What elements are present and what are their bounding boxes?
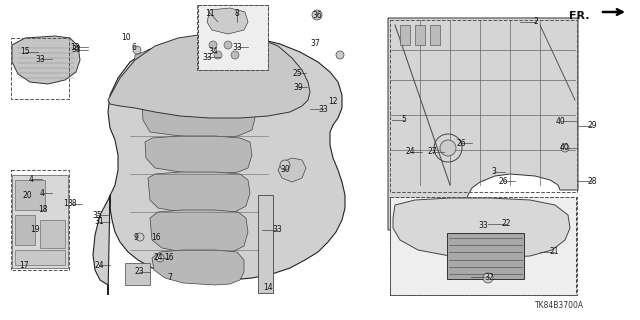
Text: 12: 12 <box>328 98 338 107</box>
Text: 2: 2 <box>534 18 538 27</box>
Polygon shape <box>207 8 248 34</box>
Polygon shape <box>148 172 250 214</box>
Circle shape <box>336 51 344 59</box>
Text: 34: 34 <box>208 47 218 57</box>
Bar <box>400 25 410 45</box>
Bar <box>15 250 65 265</box>
Text: 37: 37 <box>310 39 320 49</box>
Text: 28: 28 <box>588 177 596 186</box>
Polygon shape <box>133 44 262 98</box>
Text: 24: 24 <box>94 260 104 269</box>
Text: 33: 33 <box>35 54 45 63</box>
Text: 9: 9 <box>134 233 138 242</box>
Text: 33: 33 <box>232 43 242 52</box>
Circle shape <box>312 10 322 20</box>
Polygon shape <box>145 136 252 174</box>
Circle shape <box>280 160 290 170</box>
Text: 15: 15 <box>20 47 30 57</box>
Polygon shape <box>12 36 80 84</box>
Text: 29: 29 <box>587 122 597 131</box>
Text: 38: 38 <box>67 199 77 209</box>
Text: TK84B3700A: TK84B3700A <box>536 300 584 309</box>
Circle shape <box>136 233 144 241</box>
Text: 3: 3 <box>492 167 497 177</box>
Text: 27: 27 <box>427 148 437 156</box>
Text: 24: 24 <box>405 148 415 156</box>
Bar <box>258 195 273 293</box>
Text: 17: 17 <box>19 261 29 270</box>
Bar <box>430 25 440 45</box>
Text: 1: 1 <box>63 198 68 207</box>
Text: 14: 14 <box>263 284 273 292</box>
Bar <box>11 38 69 99</box>
Text: 23: 23 <box>134 268 144 276</box>
Text: 31: 31 <box>94 218 104 227</box>
Text: 8: 8 <box>235 9 239 18</box>
Circle shape <box>231 51 239 59</box>
Text: 16: 16 <box>164 253 174 262</box>
Bar <box>197 5 268 70</box>
Polygon shape <box>393 198 570 258</box>
Circle shape <box>156 254 164 262</box>
Polygon shape <box>278 158 306 182</box>
Text: 26: 26 <box>498 177 508 186</box>
Text: 33: 33 <box>71 45 81 54</box>
Bar <box>125 263 150 285</box>
Bar <box>390 20 577 192</box>
Text: 32: 32 <box>484 273 494 282</box>
Text: 20: 20 <box>22 190 32 199</box>
Text: 36: 36 <box>312 11 322 20</box>
Bar <box>198 5 268 70</box>
Bar <box>390 197 576 295</box>
Text: 33: 33 <box>272 226 282 235</box>
Text: 11: 11 <box>205 9 215 18</box>
Text: 26: 26 <box>456 139 466 148</box>
Text: 13: 13 <box>70 43 80 52</box>
Polygon shape <box>142 98 255 138</box>
Polygon shape <box>388 18 578 230</box>
Circle shape <box>214 51 222 59</box>
Text: 33: 33 <box>318 105 328 114</box>
Text: 22: 22 <box>501 220 511 228</box>
Text: 18: 18 <box>38 204 48 213</box>
Circle shape <box>224 41 232 49</box>
Text: 16: 16 <box>151 233 161 242</box>
Text: FR.: FR. <box>570 11 590 21</box>
Bar <box>40 220 65 248</box>
Text: 5: 5 <box>401 116 406 124</box>
Circle shape <box>133 46 141 54</box>
Polygon shape <box>150 210 248 254</box>
Text: 21: 21 <box>549 247 559 257</box>
Polygon shape <box>152 250 244 285</box>
Text: 10: 10 <box>121 34 131 43</box>
Text: 24: 24 <box>153 253 163 262</box>
Circle shape <box>483 273 493 283</box>
Circle shape <box>209 41 217 49</box>
Text: 40: 40 <box>556 116 566 125</box>
Text: 4: 4 <box>29 174 33 183</box>
Polygon shape <box>108 34 310 118</box>
Text: 39: 39 <box>293 83 303 92</box>
Bar <box>447 233 524 279</box>
Text: 25: 25 <box>292 68 302 77</box>
Text: 19: 19 <box>30 225 40 234</box>
Bar <box>15 215 35 245</box>
Polygon shape <box>12 175 68 268</box>
Polygon shape <box>93 36 345 295</box>
Text: 6: 6 <box>132 44 136 52</box>
Circle shape <box>440 140 456 156</box>
Bar <box>390 197 577 295</box>
Text: 35: 35 <box>92 211 102 220</box>
Text: 33: 33 <box>202 52 212 61</box>
Bar <box>11 170 69 270</box>
Text: 7: 7 <box>168 273 172 282</box>
Text: 30: 30 <box>280 164 290 173</box>
Bar <box>15 180 45 210</box>
Circle shape <box>561 144 569 152</box>
Text: 4: 4 <box>40 188 44 197</box>
Text: 40: 40 <box>560 143 570 153</box>
Bar <box>415 25 425 45</box>
Text: 33: 33 <box>478 220 488 229</box>
